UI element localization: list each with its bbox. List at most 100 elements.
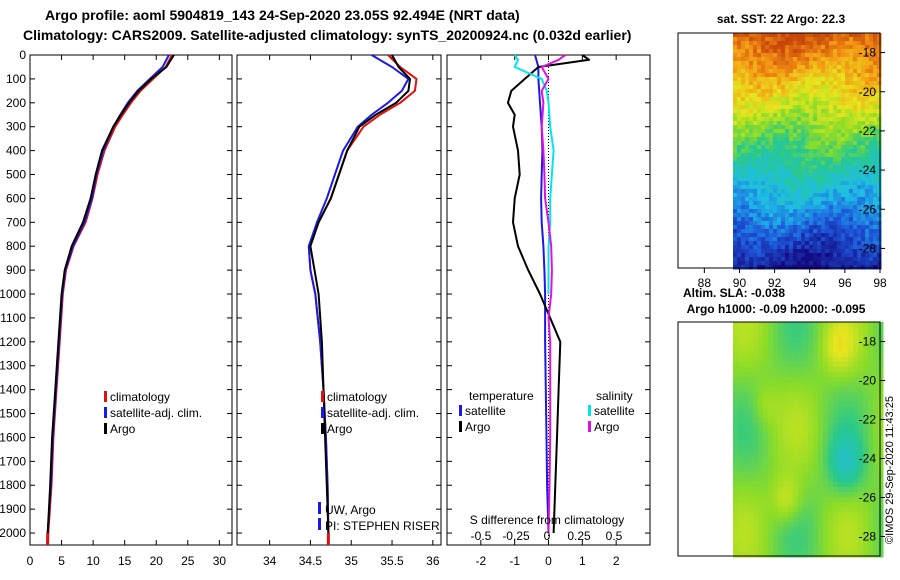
sst-cell (769, 161, 774, 166)
sst-cell (793, 61, 798, 66)
sst-cell (745, 213, 750, 218)
sst-cell (869, 125, 874, 130)
sst-cell (777, 241, 782, 246)
sla-cell (843, 452, 849, 458)
sla-cell (778, 382, 784, 388)
sla-cell (828, 402, 834, 408)
sla-cell (798, 322, 804, 328)
sla-cell (763, 492, 769, 498)
sst-cell (825, 69, 830, 74)
sla-cell (783, 432, 789, 438)
sst-cell (785, 61, 790, 66)
legend-swatch (104, 407, 107, 418)
sla-cell (758, 542, 764, 548)
sst-cell (809, 141, 814, 146)
sla-cell (823, 527, 829, 533)
sla-cell (743, 552, 749, 558)
sla-cell (843, 382, 849, 388)
sst-cell (837, 45, 842, 50)
sst-cell (781, 129, 786, 134)
sla-cell (798, 482, 804, 488)
sst-cell (781, 149, 786, 154)
sst-cell (857, 209, 862, 214)
sst-cell (789, 37, 794, 42)
sla-cell (778, 372, 784, 378)
sla-cell (738, 497, 744, 503)
sst-cell (737, 157, 742, 162)
sst-cell (797, 169, 802, 174)
sst-cell (741, 153, 746, 158)
sla-cell (868, 397, 874, 403)
sst-cell (849, 257, 854, 262)
sla-cell (733, 482, 739, 488)
sla-cell (843, 387, 849, 393)
sla-cell (813, 492, 819, 498)
sla-cell (873, 527, 879, 533)
sst-cell (817, 229, 822, 234)
sst-cell (765, 201, 770, 206)
sst-cell (801, 65, 806, 70)
sla-cell (768, 462, 774, 468)
sst-cell (733, 65, 738, 70)
sst-cell (837, 89, 842, 94)
sla-cell (823, 542, 829, 548)
sla-cell (763, 437, 769, 443)
sst-cell (861, 93, 866, 98)
sla-cell (758, 382, 764, 388)
sla-cell (818, 427, 824, 433)
sst-cell (769, 233, 774, 238)
sst-cell (849, 109, 854, 114)
sst-cell (829, 61, 834, 66)
sla-cell (868, 552, 874, 558)
sst-cell (789, 245, 794, 250)
sst-cell (817, 85, 822, 90)
sla-cell (823, 512, 829, 518)
sst-cell (825, 93, 830, 98)
sla-cell (793, 537, 799, 543)
sst-cell (797, 101, 802, 106)
sst-cell (753, 81, 758, 86)
sst-cell (805, 81, 810, 86)
sst-cell (733, 41, 738, 46)
legend-label: climatology (110, 390, 170, 404)
sla-cell (828, 447, 834, 453)
sla-cell (768, 522, 774, 528)
sst-cell (845, 237, 850, 242)
sla-cell (853, 412, 859, 418)
sst-cell (757, 253, 762, 258)
sst-cell (753, 73, 758, 78)
sst-cell (797, 73, 802, 78)
sst-cell (745, 149, 750, 154)
sla-cell (778, 387, 784, 393)
sst-cell (781, 133, 786, 138)
sla-cell (803, 462, 809, 468)
sst-cell (749, 249, 754, 254)
sla-cell (873, 552, 879, 558)
sst-cell (749, 221, 754, 226)
x-tick-label: 5 (58, 554, 65, 568)
sla-cell (753, 372, 759, 378)
sst-cell (781, 161, 786, 166)
sst-cell (789, 41, 794, 46)
sla-cell (788, 532, 794, 538)
sla-cell (793, 512, 799, 518)
sla-cell (748, 547, 754, 553)
sst-cell (741, 209, 746, 214)
sst-cell (825, 105, 830, 110)
sst-cell (777, 85, 782, 90)
sst-cell (797, 37, 802, 42)
sst-cell (869, 169, 874, 174)
sst-cell (857, 197, 862, 202)
sst-cell (821, 205, 826, 210)
sst-cell (849, 137, 854, 142)
sla-cell (743, 502, 749, 508)
sst-cell (789, 169, 794, 174)
sst-cell (793, 57, 798, 62)
sla-cell (788, 487, 794, 493)
sla-cell (738, 427, 744, 433)
sst-cell (829, 177, 834, 182)
sst-cell (789, 57, 794, 62)
sst-cell (845, 189, 850, 194)
sst-cell (789, 93, 794, 98)
sst-cell (757, 53, 762, 58)
